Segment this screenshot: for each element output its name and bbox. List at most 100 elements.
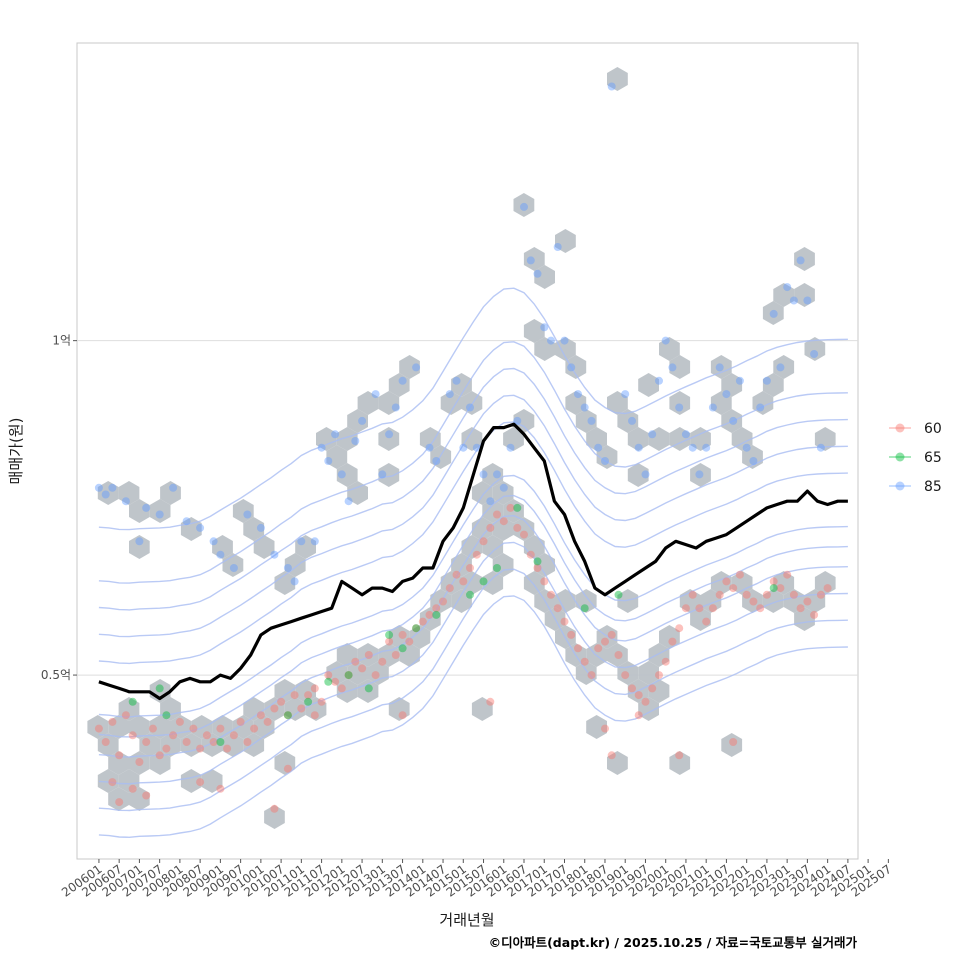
hexbin-cell xyxy=(721,733,743,757)
point-85 xyxy=(155,510,164,519)
point-85 xyxy=(520,202,528,211)
point-85 xyxy=(256,523,265,532)
hexbin-cell xyxy=(243,517,265,541)
scatter-points xyxy=(94,82,832,813)
hexbin-cell xyxy=(492,481,514,505)
point-85 xyxy=(135,537,144,546)
legend-label-60: 60 xyxy=(924,421,942,437)
point-60 xyxy=(385,637,394,646)
hexbin-cell xyxy=(160,481,181,505)
point-60 xyxy=(466,564,474,572)
point-60 xyxy=(331,677,340,686)
hexbin-cell xyxy=(503,427,524,451)
hexbin-cell xyxy=(814,427,836,451)
point-65 xyxy=(513,503,522,512)
point-60 xyxy=(283,711,292,720)
point-60 xyxy=(547,590,555,599)
point-60 xyxy=(317,697,326,706)
point-60 xyxy=(142,738,151,746)
hexbin-cell xyxy=(440,391,462,415)
hexbin-cell xyxy=(399,643,420,667)
point-60 xyxy=(553,604,562,613)
point-85 xyxy=(553,243,562,251)
point-60 xyxy=(776,584,785,593)
hexbin-cell xyxy=(762,589,784,613)
hexbin-cell xyxy=(284,697,306,721)
legend-label-85: 85 xyxy=(924,479,942,495)
hexbin-cell xyxy=(731,571,753,595)
hexbin-cell xyxy=(731,427,753,451)
hexbin-cell xyxy=(523,319,545,343)
grid-lines xyxy=(77,340,858,676)
point-85 xyxy=(94,483,103,492)
hexbin-cell xyxy=(482,535,504,559)
hexbin-cell xyxy=(617,409,639,433)
hexbin-cell xyxy=(503,499,524,523)
point-60 xyxy=(520,530,528,539)
hexbin-cell xyxy=(118,769,140,793)
hexbin-cell xyxy=(316,427,337,451)
point-85 xyxy=(668,363,677,372)
point-60 xyxy=(783,570,792,579)
hexbin-cell xyxy=(648,427,670,451)
point-85 xyxy=(169,483,178,492)
point-85 xyxy=(594,443,603,452)
point-60 xyxy=(655,671,663,680)
hexbin-cell xyxy=(264,805,285,829)
point-60 xyxy=(574,644,582,653)
hexbin-cell xyxy=(575,409,597,433)
point-85 xyxy=(297,537,306,546)
point-60 xyxy=(310,711,319,720)
point-65 xyxy=(216,738,225,746)
point-60 xyxy=(94,724,103,733)
point-85 xyxy=(412,363,421,372)
hexbin-cell xyxy=(118,481,140,505)
hexbin-cell xyxy=(451,373,472,397)
contour-line xyxy=(98,287,848,531)
hexbin-cell xyxy=(648,643,670,667)
point-85 xyxy=(358,416,367,425)
hexbin-cell xyxy=(669,355,691,379)
legend: 60 65 85 xyxy=(889,421,942,495)
point-60 xyxy=(486,697,495,706)
point-60 xyxy=(567,630,576,639)
point-60 xyxy=(148,724,157,733)
point-60 xyxy=(169,731,178,740)
point-85 xyxy=(310,537,319,546)
hexbin-cell xyxy=(773,571,795,595)
point-85 xyxy=(621,390,630,399)
point-85 xyxy=(324,457,333,465)
legend-label-65: 65 xyxy=(924,450,942,466)
point-60 xyxy=(175,717,184,726)
hexbin-cell xyxy=(108,787,129,811)
hexbin-cell xyxy=(451,589,472,613)
hexbin-cell xyxy=(149,751,171,775)
hexbin-cell xyxy=(336,643,358,667)
point-85 xyxy=(513,416,522,425)
point-60 xyxy=(398,711,407,720)
point-85 xyxy=(742,443,751,452)
point-85 xyxy=(344,497,353,506)
point-60 xyxy=(418,617,427,626)
hexbin-cell xyxy=(201,769,223,793)
point-60 xyxy=(209,738,218,746)
point-85 xyxy=(425,443,434,452)
hexbin-cell xyxy=(669,391,691,415)
hexbin-cell xyxy=(513,517,535,541)
point-65 xyxy=(432,610,441,619)
y-tick-label: 0.5억 xyxy=(41,668,71,682)
point-85 xyxy=(735,376,744,385)
point-60 xyxy=(250,724,259,733)
point-60 xyxy=(142,791,151,800)
point-85 xyxy=(607,82,616,91)
hexbin-cell xyxy=(659,625,680,649)
point-60 xyxy=(506,503,515,512)
point-60 xyxy=(324,671,333,680)
point-65 xyxy=(385,630,394,639)
point-85 xyxy=(283,564,292,572)
point-65 xyxy=(533,557,542,566)
hexbin-cell xyxy=(534,337,555,361)
hexbin-cell xyxy=(638,373,659,397)
hexbin-cell xyxy=(586,715,607,739)
hexbin-cell xyxy=(617,589,639,613)
